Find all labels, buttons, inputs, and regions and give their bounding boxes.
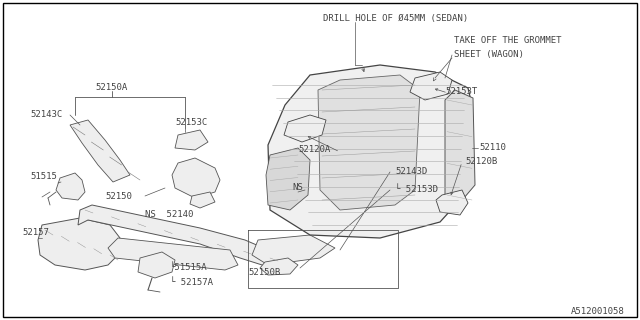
Text: 52150B: 52150B	[248, 268, 280, 277]
Text: 52120A: 52120A	[298, 145, 330, 154]
Polygon shape	[252, 235, 335, 265]
Polygon shape	[175, 130, 208, 150]
Polygon shape	[410, 72, 452, 100]
Text: 52150A: 52150A	[96, 83, 128, 92]
Text: └51515A: └51515A	[170, 263, 207, 272]
Text: TAKE OFF THE GROMMET: TAKE OFF THE GROMMET	[454, 36, 561, 45]
Polygon shape	[268, 65, 472, 238]
Text: NS: NS	[292, 183, 303, 192]
Polygon shape	[70, 120, 130, 182]
Polygon shape	[172, 158, 220, 198]
Polygon shape	[260, 258, 298, 275]
Polygon shape	[56, 173, 85, 200]
Text: NS  52140: NS 52140	[145, 210, 193, 219]
Polygon shape	[38, 218, 120, 270]
Text: 52153T: 52153T	[445, 87, 477, 96]
Text: 51515: 51515	[30, 172, 57, 181]
Text: 52143D: 52143D	[395, 167, 428, 176]
Polygon shape	[436, 190, 468, 215]
Polygon shape	[190, 192, 215, 208]
Polygon shape	[445, 90, 475, 205]
Text: └ 52153D: └ 52153D	[395, 185, 438, 194]
Text: 52120B: 52120B	[465, 157, 497, 166]
Polygon shape	[138, 252, 175, 278]
Text: 52153C: 52153C	[175, 118, 207, 127]
Text: 52150: 52150	[105, 192, 132, 201]
Polygon shape	[78, 205, 280, 270]
Text: 52110: 52110	[479, 143, 506, 152]
Text: 52157: 52157	[22, 228, 49, 237]
Polygon shape	[108, 238, 238, 270]
Polygon shape	[284, 115, 326, 142]
Text: └ 52157A: └ 52157A	[170, 278, 213, 287]
Polygon shape	[266, 148, 310, 210]
Text: SHEET (WAGON): SHEET (WAGON)	[454, 50, 524, 59]
Polygon shape	[318, 75, 420, 210]
Text: DRILL HOLE OF Ø45MM (SEDAN): DRILL HOLE OF Ø45MM (SEDAN)	[323, 14, 468, 23]
Text: 52143C: 52143C	[30, 110, 62, 119]
Text: A512001058: A512001058	[571, 307, 625, 316]
